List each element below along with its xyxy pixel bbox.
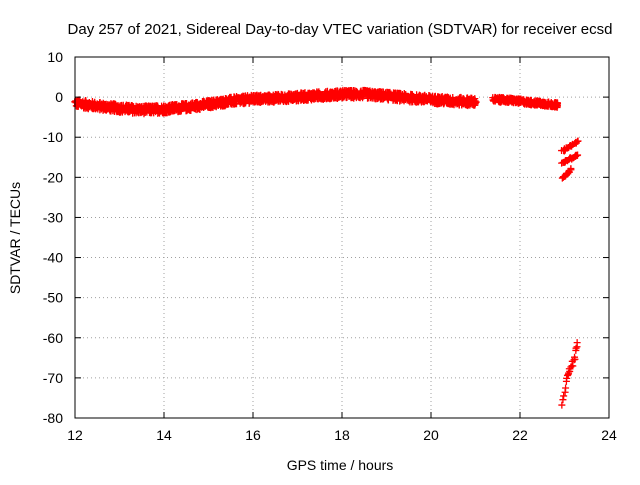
data-point-arc-d	[564, 371, 572, 379]
data-point-late-segment	[553, 99, 561, 107]
x-tick-label: 20	[423, 427, 439, 443]
data-point-arc-d	[562, 384, 570, 392]
x-axis-label: GPS time / hours	[287, 457, 394, 473]
x-tick-label: 22	[512, 427, 528, 443]
data-point-arc-d	[572, 344, 580, 352]
axis-ticks	[74, 56, 610, 419]
y-tick-label: -70	[43, 370, 63, 386]
y-tick-label: 0	[55, 89, 63, 105]
chart-title: Day 257 of 2021, Sidereal Day-to-day VTE…	[68, 21, 613, 38]
data-point-arc-d	[560, 392, 568, 400]
data-point-arc-c	[567, 165, 575, 173]
data-point-main-trend	[176, 108, 184, 116]
y-tick-label: -50	[43, 290, 63, 306]
data-points	[71, 86, 582, 409]
data-point-main-trend	[472, 98, 480, 106]
y-tick-label: -20	[43, 169, 63, 185]
data-point-arc-d	[573, 339, 581, 347]
data-point-arc-d	[558, 401, 566, 409]
x-tick-label: 16	[245, 427, 261, 443]
y-tick-label: -30	[43, 209, 63, 225]
y-tick-label: -80	[43, 410, 63, 426]
x-tick-label: 18	[334, 427, 350, 443]
x-tick-label: 14	[156, 427, 172, 443]
x-tick-label: 24	[601, 427, 617, 443]
y-tick-label: 10	[47, 49, 63, 65]
y-axis-label: SDTVAR / TECUs	[7, 182, 23, 294]
y-tick-label: -60	[43, 330, 63, 346]
data-point-arc-d	[571, 353, 579, 361]
y-tick-label: -10	[43, 129, 63, 145]
x-tick-label: 12	[67, 427, 83, 443]
tick-labels: 12 14 16 18 20 22 24 10 0 -10 -20 -30 -40 -50 -60 -70 -8…	[43, 49, 617, 443]
data-point-arc-d	[559, 396, 567, 404]
data-point-arc-a	[574, 137, 582, 145]
data-point-arc-b	[574, 151, 582, 159]
y-tick-label: -40	[43, 250, 63, 266]
